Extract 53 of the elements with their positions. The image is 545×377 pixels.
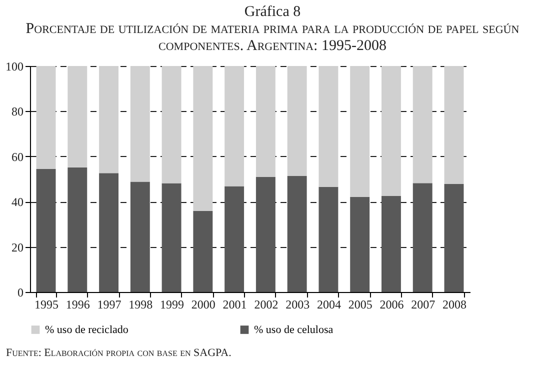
y-tick-label: 20 bbox=[12, 240, 24, 254]
x-tick-label: 2002 bbox=[254, 298, 278, 312]
bar bbox=[444, 184, 464, 292]
bar bbox=[193, 210, 213, 292]
x-tick-label: 2005 bbox=[348, 298, 372, 312]
bar bbox=[224, 66, 244, 186]
bar bbox=[162, 183, 182, 292]
x-tick-label: 1996 bbox=[66, 298, 90, 312]
chart-title: Gráfica 8 bbox=[243, 4, 302, 21]
bar bbox=[256, 66, 276, 177]
bar bbox=[162, 66, 182, 184]
y-tick-label: 40 bbox=[12, 195, 24, 210]
bar bbox=[99, 66, 118, 174]
x-tick-label: 2004 bbox=[316, 298, 341, 312]
bar bbox=[99, 173, 118, 292]
bar bbox=[256, 176, 276, 292]
y-tick-label: 60 bbox=[12, 150, 24, 164]
x-tick-label: 1997 bbox=[97, 298, 122, 312]
x-tick-label: 2003 bbox=[286, 298, 310, 312]
x-tick-label: 1999 bbox=[160, 298, 184, 312]
legend-label: % uso de celulosa bbox=[254, 324, 334, 336]
bar bbox=[412, 183, 432, 292]
source-note: Fuente: Elaboración propia con base en SAGPA. bbox=[5, 347, 232, 359]
bar bbox=[318, 186, 338, 292]
y-tick-label: 0 bbox=[18, 286, 24, 300]
bar bbox=[193, 66, 213, 211]
x-tick-label: 1995 bbox=[34, 298, 59, 312]
bar bbox=[287, 176, 307, 292]
legend-label: % uso de reciclado bbox=[45, 324, 129, 336]
bar bbox=[224, 186, 244, 292]
bar bbox=[350, 196, 370, 292]
bar bbox=[36, 66, 56, 170]
bar bbox=[130, 66, 150, 182]
x-tick-label: 2008 bbox=[442, 298, 466, 312]
bar bbox=[382, 66, 401, 196]
chart-subtitle: Porcentaje de utilización de materia prima para la producción de papel según componentes. Argentina: 1995-2008 bbox=[24, 21, 520, 55]
bar bbox=[287, 66, 307, 176]
bar bbox=[444, 66, 464, 184]
bar bbox=[350, 66, 370, 197]
bar bbox=[130, 182, 150, 292]
x-tick-label: 2000 bbox=[191, 298, 216, 312]
y-tick-label: 100 bbox=[6, 60, 24, 74]
bar bbox=[68, 66, 88, 168]
bar bbox=[318, 66, 338, 187]
bar bbox=[36, 169, 56, 292]
bar bbox=[68, 167, 88, 292]
bar bbox=[382, 196, 401, 292]
x-tick-label: 2001 bbox=[222, 298, 247, 312]
x-tick-label: 2006 bbox=[380, 298, 404, 312]
x-tick-label: 2007 bbox=[411, 298, 436, 312]
y-tick-label: 80 bbox=[12, 104, 24, 119]
bar bbox=[412, 66, 432, 184]
x-tick-label: 1998 bbox=[128, 298, 153, 312]
